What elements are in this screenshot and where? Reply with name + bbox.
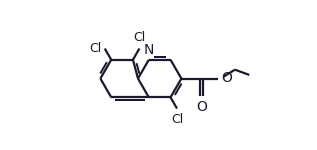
Text: Cl: Cl (89, 42, 101, 55)
Text: O: O (196, 100, 207, 114)
Text: N: N (144, 43, 154, 57)
Text: O: O (221, 71, 232, 85)
Text: Cl: Cl (133, 31, 146, 44)
Text: Cl: Cl (171, 113, 183, 126)
